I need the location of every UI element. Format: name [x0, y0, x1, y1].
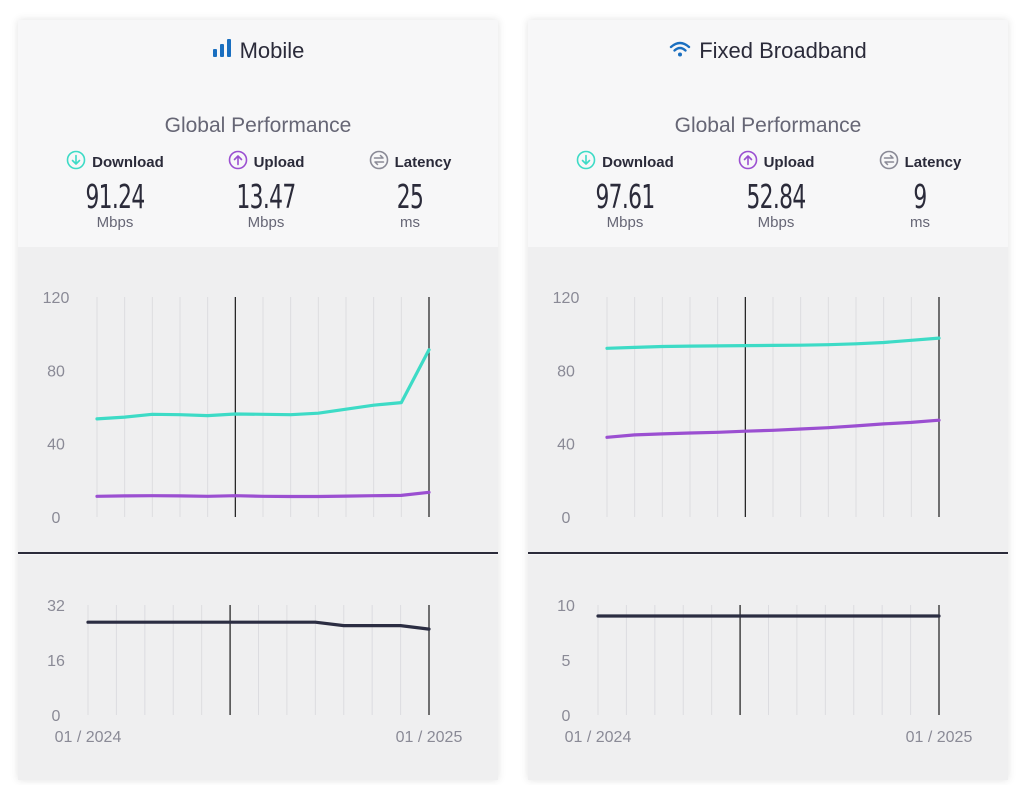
download-metric: Download 91.24 Mbps [45, 150, 185, 231]
latency-chart: 0 16 32 01 / 2024 01 / 2025 [47, 598, 463, 746]
chart-divider [18, 552, 498, 554]
latency-metric: Latency 25 ms [340, 150, 480, 231]
latency-label: Latency [394, 153, 452, 171]
latency-value: 25 [396, 177, 424, 216]
y-tick-label: 120 [43, 290, 70, 307]
mobile-panel: Mobile Global Performance Download 91.24… [18, 20, 498, 780]
chart-divider [528, 552, 1008, 554]
speed-chart-area: 0 40 80 120 [528, 247, 1008, 553]
fixed-broadband-panel: Fixed Broadband Global Performance Downl… [528, 20, 1008, 780]
download-series-line [605, 336, 941, 350]
download-label: Download [602, 153, 674, 171]
y-tick-label: 80 [47, 363, 65, 380]
x-tick-label: 01 / 2025 [906, 729, 973, 746]
speed-chart: 0 40 80 120 [553, 290, 941, 527]
download-metric: Download 97.61 Mbps [555, 150, 695, 231]
wifi-icon [669, 38, 691, 64]
download-arrow-icon [66, 150, 86, 174]
latency-icon [369, 150, 389, 174]
upload-metric: Upload 52.84 Mbps [706, 150, 846, 231]
upload-arrow-icon [738, 150, 758, 174]
speed-chart: 0 40 80 120 [43, 290, 431, 527]
global-performance-heading: Global Performance [674, 114, 862, 137]
download-label: Download [92, 153, 164, 171]
global-performance-heading: Global Performance [164, 114, 352, 137]
y-tick-label: 0 [562, 510, 571, 527]
latency-label: Latency [904, 153, 962, 171]
latency-unit: ms [910, 214, 930, 231]
download-unit: Mbps [96, 214, 134, 231]
download-unit: Mbps [606, 214, 644, 231]
upload-series-line [95, 490, 431, 499]
download-value: 91.24 [85, 177, 145, 216]
download-value: 97.61 [595, 177, 655, 216]
x-tick-label: 01 / 2025 [396, 729, 463, 746]
latency-metric: Latency 9 ms [850, 150, 990, 231]
speed-chart-area: 0 40 80 120 [18, 247, 498, 553]
upload-value: 52.84 [746, 177, 806, 216]
latency-chart: 0 5 10 01 / 2024 01 / 2025 [557, 598, 973, 746]
upload-label: Upload [763, 153, 815, 171]
latency-value: 9 [913, 177, 927, 216]
upload-arrow-icon [228, 150, 248, 174]
y-tick-label: 40 [557, 437, 575, 454]
y-tick-label: 120 [553, 290, 580, 307]
panel-title: Mobile [18, 38, 498, 64]
panel-title: Fixed Broadband [528, 38, 1008, 64]
y-tick-label: 10 [557, 598, 575, 615]
y-tick-label: 80 [557, 363, 575, 380]
y-tick-label: 5 [562, 653, 571, 670]
y-tick-label: 16 [47, 653, 65, 670]
x-tick-label: 01 / 2024 [565, 729, 632, 746]
y-tick-label: 40 [47, 437, 65, 454]
panel-title-text: Fixed Broadband [699, 38, 867, 63]
latency-icon [879, 150, 899, 174]
y-tick-label: 0 [52, 510, 61, 527]
y-tick-label: 0 [562, 708, 571, 725]
signal-bars-icon [212, 38, 232, 64]
upload-unit: Mbps [247, 214, 285, 231]
upload-value: 13.47 [236, 177, 296, 216]
download-arrow-icon [576, 150, 596, 174]
latency-chart-area: 0 5 10 01 / 2024 01 / 2025 [528, 555, 1008, 780]
latency-unit: ms [400, 214, 420, 231]
upload-metric: Upload 13.47 Mbps [196, 150, 336, 231]
upload-label: Upload [253, 153, 305, 171]
y-tick-label: 0 [52, 708, 61, 725]
latency-chart-area: 0 16 32 01 / 2024 01 / 2025 [18, 555, 498, 780]
latency-series-line [86, 620, 431, 631]
download-series-line [95, 348, 431, 421]
upload-series-line [605, 418, 941, 439]
upload-unit: Mbps [757, 214, 795, 231]
y-tick-label: 32 [47, 598, 65, 615]
panel-title-text: Mobile [239, 38, 305, 63]
x-tick-label: 01 / 2024 [55, 729, 122, 746]
